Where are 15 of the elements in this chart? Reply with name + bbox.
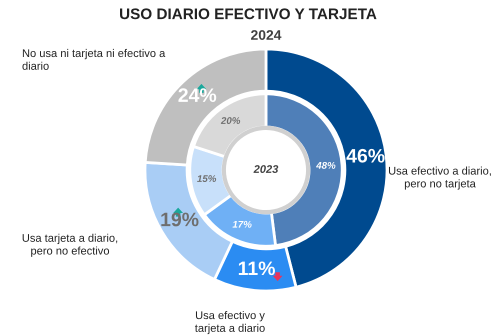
data-label: 15% — [197, 175, 216, 182]
slice-label: 2023 — [253, 165, 278, 173]
slice-label: Usa tarjeta a diario, pero no efectivo — [22, 234, 118, 257]
data-label: 48% — [316, 162, 336, 169]
data-label: 20% — [220, 117, 240, 124]
data-label: 17% — [232, 220, 252, 228]
slice-label: Usa efectivo y tarjeta a diario — [194, 310, 265, 334]
slice-label: Usa efectivo a diario, pero no tarjeta — [388, 166, 491, 190]
data-label: 24% — [178, 88, 216, 102]
chart-title: USO DIARIO EFECTIVO Y TARJETA — [120, 8, 376, 20]
data-label: 46% — [346, 148, 385, 163]
data-label: 11% — [238, 261, 275, 276]
slice-label: 2024 — [251, 30, 282, 40]
data-label: 19% — [161, 212, 199, 226]
slice-label: No usa ni tarjeta ni efectivo a diario — [22, 48, 166, 70]
